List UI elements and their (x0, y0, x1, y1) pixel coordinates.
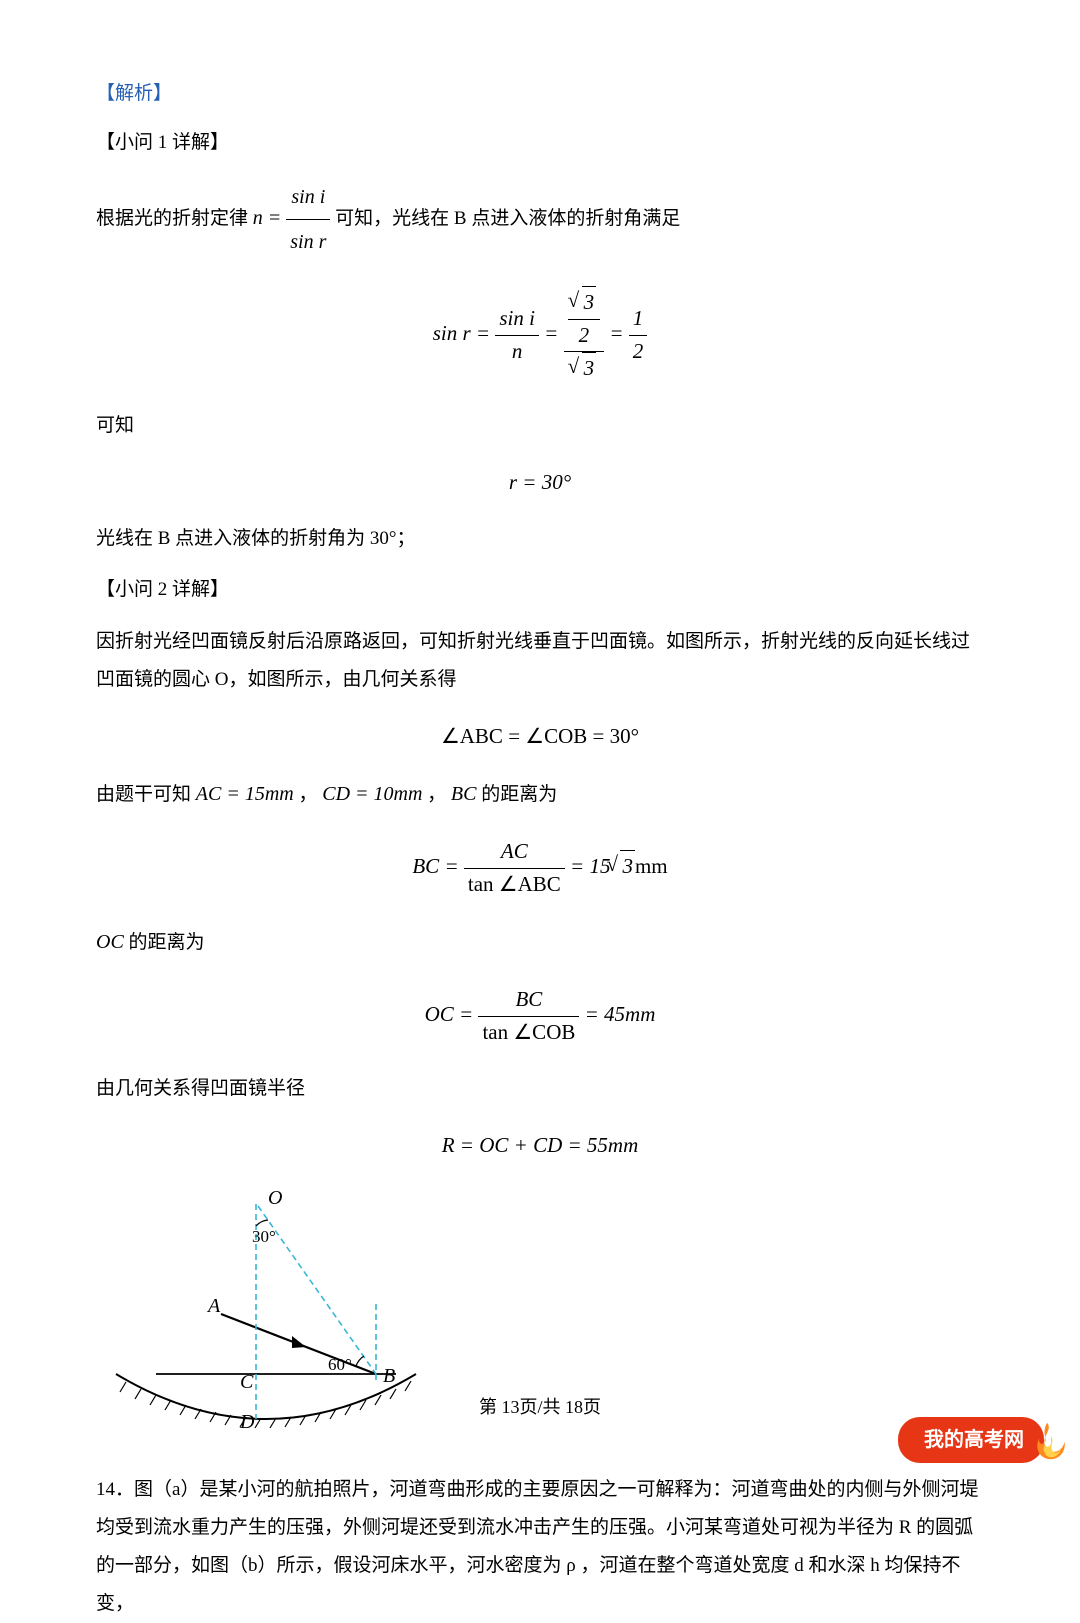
q2-p1: 因折射光经凹面镜反射后沿原路返回，可知折射光线垂直于凹面镜。如图所示，折射光线的… (96, 623, 984, 699)
eq-bc-l: BC = (412, 854, 464, 878)
eq1-mid: = (544, 321, 563, 345)
q1-title: 【小问 1 详解】 (96, 129, 984, 158)
p3-b: 的距离为 (124, 932, 205, 953)
eq-sign: = (263, 207, 287, 229)
q1-concl: 光线在 B 点进入液体的折射角为 30°； (96, 520, 984, 558)
eq1-sqrt3b: 3 (582, 352, 597, 385)
label-30: 30° (252, 1227, 276, 1246)
logo-text: 我的高考网 (898, 1417, 1044, 1463)
p2-c2: ， (422, 784, 451, 805)
flame-icon (1028, 1417, 1074, 1463)
eq-oc-num: BC (478, 984, 579, 1016)
eq-bc-num: AC (464, 836, 565, 868)
p2b: 的距离为 (476, 784, 557, 805)
q2-p3: OC 的距离为 (96, 922, 984, 962)
problem-14: 14．图（a）是某小河的航拍照片，河道弯曲形成的主要原因之一可解释为：河道弯曲处… (96, 1471, 984, 1623)
angle-eq: ∠ABC = ∠COB = 30° (441, 724, 639, 748)
eq1-f2-num-den: 2 (568, 319, 601, 352)
site-logo: 我的高考网 (898, 1417, 1074, 1463)
eq-oc-r: = 45mm (585, 1002, 656, 1026)
label-60: 60° (328, 1355, 352, 1374)
p14-num: 14． (96, 1479, 134, 1500)
eq1-f1-den: n (495, 335, 539, 368)
label-B: B (383, 1365, 395, 1387)
q2-eq-oc: OC = BC tan ∠COB = 45mm (96, 984, 984, 1048)
q2-eq-bc: BC = AC tan ∠ABC = 15 3mm (96, 836, 984, 900)
p14-text: 图（a）是某小河的航拍照片，河道弯曲形成的主要原因之一可解释为：河道弯曲处的内侧… (96, 1479, 978, 1614)
label-O: O (268, 1187, 282, 1209)
eq1-mid2: = (609, 321, 628, 345)
eq-bc-sqrt: 3 (620, 850, 635, 883)
p3-oc: OC (96, 931, 124, 953)
eq1-f3-num: 1 (629, 303, 648, 335)
eq1-sqrt3a: 3 (582, 286, 597, 319)
q1-frac-num: sin i (286, 175, 330, 219)
eq-bc-r: = 15 (570, 854, 610, 878)
eq-oc-den: tan ∠COB (482, 1020, 575, 1044)
eq1-lhs: sin r = (433, 321, 496, 345)
q1-eq1: sin r = sin in = 32 3 = 12 (96, 286, 984, 385)
q1-intro-b: 可知，光线在 B 点进入液体的折射角满足 (330, 208, 680, 229)
p2-ac: AC = 15mm (196, 783, 294, 805)
q2-title: 【小问 2 详解】 (96, 576, 984, 605)
p2-cd: CD = 10mm (322, 783, 422, 805)
q2-eq-r: R = OC + CD = 55mm (96, 1130, 984, 1162)
q1-frac-den: sin r (286, 219, 330, 264)
p2-bc: BC (451, 783, 477, 805)
q2-p2: 由题干可知 AC = 15mm ， CD = 10mm ， BC 的距离为 (96, 774, 984, 814)
q2-p4: 由几何关系得凹面镜半径 (96, 1070, 984, 1108)
q1-intro: 根据光的折射定律 n = sin isin r 可知，光线在 B 点进入液体的折… (96, 175, 984, 264)
eq-bc-den: tan ∠ABC (468, 872, 561, 896)
q1-n: n (253, 207, 263, 229)
eq-bc-unit: mm (635, 854, 668, 878)
label-C: C (240, 1371, 254, 1393)
eq1-f1-num: sin i (495, 303, 539, 335)
p2-c1: ， (294, 784, 323, 805)
eq-oc-l: OC = (425, 1002, 479, 1026)
label-A: A (206, 1295, 221, 1317)
q2-eq-angle: ∠ABC = ∠COB = 30° (96, 721, 984, 753)
q1-known: 可知 (96, 407, 984, 445)
analysis-heading: 【解析】 (96, 80, 984, 109)
eq1-f3-den: 2 (629, 335, 648, 368)
q1-eq2: r = 30° (96, 467, 984, 499)
q1-intro-a: 根据光的折射定律 (96, 208, 253, 229)
p2a: 由题干可知 (96, 784, 196, 805)
